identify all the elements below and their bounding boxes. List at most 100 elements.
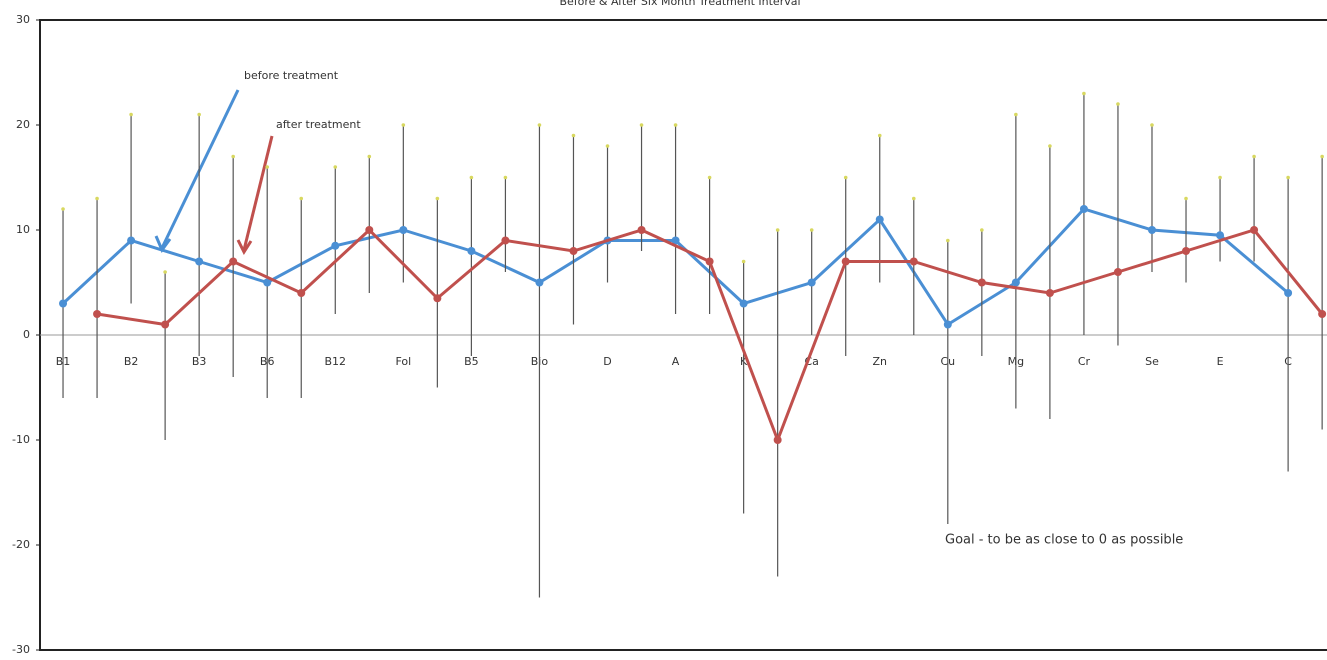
error-cap [435,196,440,201]
data-point [1147,226,1156,234]
error-cap [639,123,644,127]
data-point [1113,268,1122,276]
error-cap [946,238,950,243]
error-cap [911,196,916,201]
data-point [773,436,782,444]
error-cap [1252,154,1256,159]
error-cap [877,133,882,138]
error-cap [367,154,372,159]
error-cap [1048,144,1052,148]
data-point [263,278,272,287]
data-point [535,278,544,287]
data-point [161,320,170,329]
data-point [1216,231,1225,240]
data-point [127,236,136,245]
error-cap [741,259,746,264]
error-cap [503,175,508,180]
data-point [977,278,986,287]
data-point [1250,226,1259,234]
data-point [637,226,646,234]
annotation: before treatment [244,69,339,82]
error-cap [333,165,338,169]
data-point [331,241,340,250]
y-tick-label: 30 [16,13,30,26]
data-point [59,299,68,308]
x-tick-label: B2 [124,355,139,368]
data-point [399,226,408,234]
error-cap [265,165,270,169]
data-point [501,236,510,245]
error-cap [299,196,304,201]
data-point [909,257,918,266]
data-point [1079,205,1088,213]
annotation: Goal - to be as close to 0 as possible [945,533,1183,548]
data-point [1284,289,1293,297]
error-cap [197,112,201,117]
y-tick-label: 0 [23,328,30,341]
data-point [1318,310,1327,318]
error-cap [980,228,984,232]
error-cap [707,175,712,180]
arrow [242,135,274,251]
y-tick-label: -30 [12,643,30,656]
error-cap [605,144,610,148]
data-point [467,247,476,255]
error-cap [809,228,814,232]
error-cap [1184,196,1188,201]
error-cap [571,133,576,138]
y-tick-label: -20 [12,538,30,551]
error-cap [1082,91,1086,96]
error-cap [843,175,848,180]
data-point [875,215,884,224]
y-tick-label: 20 [16,118,30,131]
annotation: after treatment [276,118,361,131]
x-tick-label: B3 [192,355,207,368]
x-tick-label: Fol [395,355,411,368]
data-point [739,299,748,308]
error-cap [1116,102,1120,106]
data-point [671,236,680,245]
error-cap [163,270,167,274]
data-point [807,278,816,287]
data-point [943,320,952,329]
x-tick-label: E [1217,355,1224,368]
error-cap [1150,123,1154,127]
data-point [365,226,374,234]
error-cap [1014,112,1018,117]
x-tick-label: A [672,355,680,368]
x-tick-label: Cr [1078,355,1091,368]
data-point [569,247,578,255]
x-tick-label: D [603,355,611,368]
error-cap [1218,175,1222,180]
error-cap [537,123,542,127]
error-cap [231,154,235,159]
y-tick-label: -10 [12,433,30,446]
data-point [705,257,714,266]
data-point [841,257,850,266]
x-tick-label: B5 [464,355,479,368]
arrow [160,89,240,249]
error-cap [673,123,678,127]
data-point [433,294,442,303]
data-point [1182,247,1191,255]
chart-title: Before & After Six Month Treatment Inter… [559,0,800,8]
y-tick-label: 10 [16,223,30,236]
x-tick-label: Se [1145,355,1159,368]
error-cap [401,123,406,127]
data-point [93,310,102,318]
arrow-head [236,239,253,256]
error-cap [129,112,133,117]
x-tick-label: Zn [872,355,887,368]
data-point [297,289,306,297]
data-point [1045,289,1054,297]
x-tick-label: B12 [324,355,346,368]
data-point [195,257,204,266]
data-point [229,257,238,266]
error-cap [1286,175,1290,180]
data-point [1011,278,1020,287]
error-cap [95,196,99,201]
error-cap [775,228,780,232]
error-cap [469,175,474,180]
error-cap [1320,154,1324,159]
